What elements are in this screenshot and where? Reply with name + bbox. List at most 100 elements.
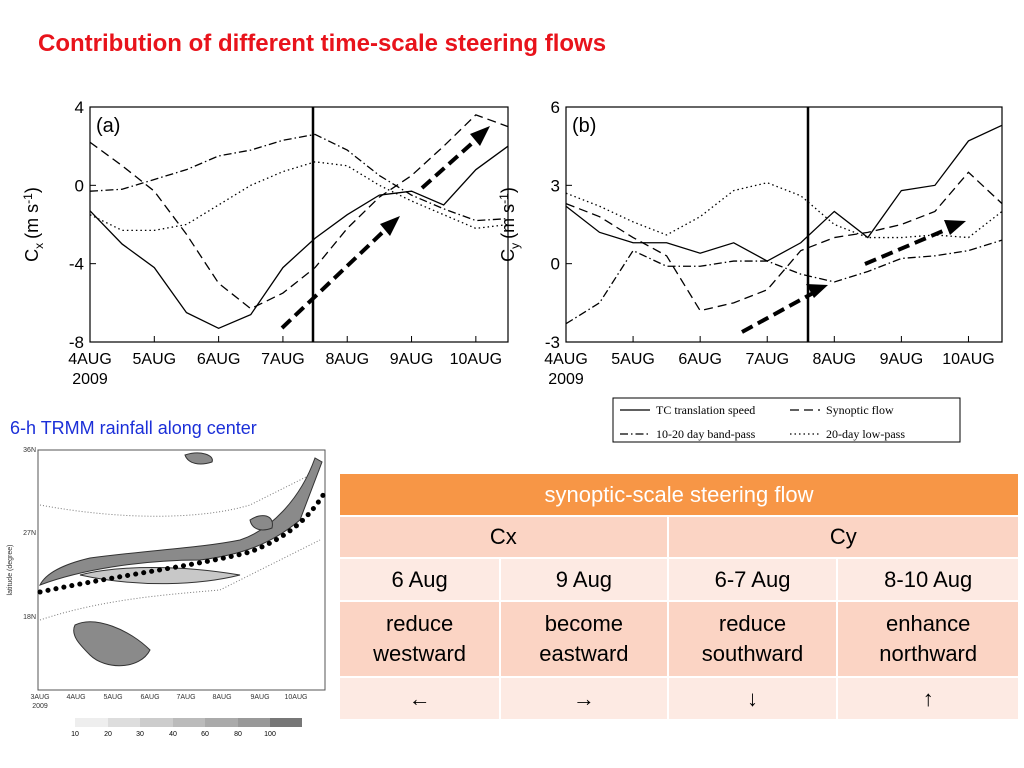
x-tick-label: 7AUG: [261, 351, 305, 368]
rain-x-tick-label: 8AUG: [212, 694, 231, 701]
arrow-shaft: [864, 226, 951, 266]
plot-frame: [565, 106, 1003, 343]
series-line: [89, 161, 509, 232]
colorbar-label: 20: [104, 731, 112, 738]
y-label-part: C: [498, 249, 518, 262]
slide-title: Contribution of different time-scale ste…: [38, 30, 607, 57]
y-label: Cy (m s-1): [497, 187, 522, 262]
legend-frame: [612, 397, 961, 443]
table-cell: enhance northward: [836, 600, 1020, 678]
colorbar-label: 80: [234, 731, 242, 738]
x-tick-label: 7AUG: [745, 351, 789, 368]
rain-blob: [38, 457, 323, 586]
x-tick-label: 5AUG: [133, 351, 177, 368]
arrow-head: [380, 216, 400, 236]
arrow-head: [470, 126, 490, 146]
x-tick-label: 4AUG: [544, 351, 588, 368]
table-cell: →: [499, 676, 669, 721]
series-line: [565, 239, 1003, 325]
rain-x-tick-label: 9AUG: [250, 694, 269, 701]
panel-label: (a): [96, 115, 120, 137]
series-line: [565, 124, 1003, 262]
track: [37, 489, 328, 595]
arrow-heads: [380, 126, 966, 298]
x-tick-label: 10AUG: [942, 351, 994, 368]
plot-frame: [89, 106, 509, 343]
series-line: [89, 133, 509, 222]
y-label-part: -1: [497, 193, 511, 204]
arrow-shaft: [741, 290, 816, 334]
rain-blob: [79, 567, 241, 585]
arrow-shaft: [280, 228, 387, 330]
x-tick-label: 6AUG: [197, 351, 241, 368]
x-year: 2009: [72, 371, 108, 388]
x-tick-label: 4AUG: [68, 351, 112, 368]
legend-label: 20-day low-pass: [826, 427, 905, 441]
legend-label: Synoptic flow: [826, 403, 894, 417]
y-label: Cx (m s-1): [21, 187, 46, 262]
y-label-part: y: [508, 243, 522, 249]
rain-x-tick-label: 5AUG: [103, 694, 122, 701]
y-label-part: x: [32, 243, 46, 249]
table-cell: reduce southward: [666, 600, 839, 678]
colorbar-box: [205, 718, 238, 727]
rain-x-year: 2009: [32, 703, 48, 710]
table-cell: become eastward: [499, 600, 669, 678]
y-label-part: C: [22, 249, 42, 262]
rain-blob: [73, 621, 151, 667]
colorbar-label: 40: [169, 731, 177, 738]
y-label-part: ): [22, 187, 42, 193]
y-label-part: -1: [21, 193, 35, 204]
colorbar: 10 20 30 40 60 80 100: [71, 718, 302, 738]
x-tick-label: 9AUG: [390, 351, 434, 368]
x-tick-label: 8AUG: [813, 351, 857, 368]
table-cell: 8-10 Aug: [836, 557, 1020, 602]
colorbar-box: [75, 718, 108, 727]
table-cell: ↓: [666, 676, 839, 721]
legend-label: TC translation speed: [656, 403, 755, 417]
panel-label: (b): [572, 115, 596, 137]
table-cell: Cx: [338, 515, 669, 559]
series-line: [565, 182, 1003, 239]
rain-x-tick-label: 4AUG: [66, 694, 85, 701]
x-tick-label: 8AUG: [325, 351, 369, 368]
colorbar-label: 30: [136, 731, 144, 738]
table-cell: Cy: [666, 515, 1021, 559]
table-cell: reduce westward: [337, 600, 502, 678]
rain-blob: [184, 452, 213, 465]
table-cell: 6 Aug: [337, 557, 502, 602]
rain-x-tick-label: 6AUG: [140, 694, 159, 701]
rain-y-tick-label: 18N: [23, 614, 36, 621]
rain-x-tick-label: 10AUG: [285, 694, 308, 701]
contour: [39, 539, 321, 621]
x-tick-label: 6AUG: [678, 351, 722, 368]
table-cell: 6-7 Aug: [666, 557, 839, 602]
y-tick-label: 6: [551, 98, 560, 117]
rain-blob: [249, 515, 273, 531]
series-line: [565, 171, 1003, 312]
rain-x-tick-label: 3AUG: [30, 694, 49, 701]
rainfall-caption: 6-h TRMM rainfall along center: [10, 418, 257, 438]
rain-x-tick-label: 7AUG: [176, 694, 195, 701]
contour: [39, 469, 321, 517]
y-tick-label: 4: [75, 98, 84, 117]
y-tick-label: -8: [69, 333, 84, 352]
y-label-part: (m s: [22, 204, 42, 239]
arrows: [280, 136, 951, 334]
colorbar-box: [238, 718, 270, 727]
series-line: [89, 145, 509, 330]
rain-y-tick-label: 36N: [23, 447, 36, 454]
table-cell: ↑: [836, 676, 1020, 721]
y-tick-label: 0: [75, 176, 84, 195]
y-tick-label: -4: [69, 255, 84, 274]
x-tick-label: 9AUG: [880, 351, 924, 368]
steering-table: synoptic-scale steering flow Cx Cy 6 Aug 9…: [337, 472, 1021, 721]
rain-y-tick-label: 27N: [23, 530, 36, 537]
colorbar-label: 60: [201, 731, 209, 738]
arrow-head: [944, 220, 966, 235]
table-header: synoptic-scale steering flow: [338, 472, 1020, 517]
x-tick-label: 10AUG: [450, 351, 502, 368]
legend-label: 10-20 day band-pass: [656, 427, 756, 441]
